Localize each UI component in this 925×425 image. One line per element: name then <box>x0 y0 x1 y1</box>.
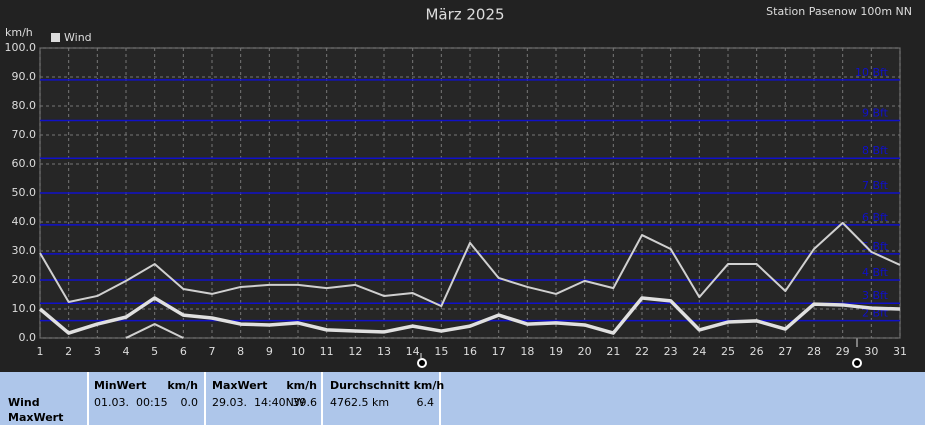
x-tick-label: 14 <box>406 345 420 358</box>
separator <box>439 372 441 425</box>
x-tick-label: 4 <box>123 345 130 358</box>
x-tick-label: 10 <box>291 345 305 358</box>
summary-panel: Wind MaxWert MinWert km/h 01.03. 00:15 0… <box>0 372 925 425</box>
x-tick-label: 11 <box>320 345 334 358</box>
legend-swatch <box>51 33 60 42</box>
y-tick-label: 20.0 <box>12 273 37 286</box>
x-tick-label: 23 <box>664 345 678 358</box>
chart: März 2025 Station Pasenow 100m NN km/h W… <box>5 5 912 368</box>
reference-label: 7 Bft <box>862 179 889 192</box>
x-tick-label: 9 <box>266 345 273 358</box>
series-line <box>38 296 901 335</box>
x-tick-label: 16 <box>463 345 477 358</box>
value: 6.4 <box>416 396 435 409</box>
distance: 4762.5 km <box>330 396 390 409</box>
unit: km/h <box>167 379 198 392</box>
header: Durchschnitt km/h <box>330 379 445 392</box>
x-tick-label: 13 <box>377 345 391 358</box>
y-tick-label: 50.0 <box>12 186 37 199</box>
y-tick-label: 80.0 <box>12 99 37 112</box>
x-tick-label: 17 <box>492 345 506 358</box>
reference-label: 9 Bft <box>862 107 889 120</box>
x-tick-label: 6 <box>180 345 187 358</box>
y-tick-label: 40.0 <box>12 215 37 228</box>
x-tick-label: 3 <box>94 345 101 358</box>
separator <box>321 372 323 425</box>
x-tick-label: 25 <box>721 345 735 358</box>
x-tick-label: 29 <box>836 345 850 358</box>
x-tick-label: 7 <box>209 345 216 358</box>
time: 29.03. 14:40NW <box>212 396 305 409</box>
subtitle: Station Pasenow 100m NN <box>766 5 912 18</box>
x-tick-label: 18 <box>520 345 534 358</box>
x-tick-label: 12 <box>348 345 362 358</box>
reference-label: 10 Bft <box>855 66 889 79</box>
x-tick-label: 5 <box>151 345 158 358</box>
x-tick-label: 27 <box>778 345 792 358</box>
separator <box>87 372 89 425</box>
reference-label: 3 Bft <box>862 289 889 302</box>
time: 01.03. 00:15 <box>94 396 168 409</box>
moon-icon <box>852 336 862 368</box>
x-tick-label: 31 <box>893 345 907 358</box>
header: MinWert <box>94 379 147 392</box>
y-tick-label: 70.0 <box>12 128 37 141</box>
x-tick-label: 24 <box>692 345 706 358</box>
value: 0.0 <box>180 396 199 409</box>
moon-icon <box>417 353 427 368</box>
reference-label: 8 Bft <box>862 144 889 157</box>
separator <box>204 372 206 425</box>
y-tick-label: 0.0 <box>19 331 37 344</box>
y-axis-label: km/h <box>5 26 33 39</box>
x-tick-label: 19 <box>549 345 563 358</box>
x-tick-label: 30 <box>864 345 878 358</box>
x-tick-label: 21 <box>606 345 620 358</box>
x-tick-label: 1 <box>37 345 44 358</box>
x-tick-label: 15 <box>434 345 448 358</box>
y-tick-label: 90.0 <box>12 70 37 83</box>
y-tick-label: 100.0 <box>5 41 37 54</box>
x-tick-label: 28 <box>807 345 821 358</box>
x-tick-label: 22 <box>635 345 649 358</box>
x-tick-label: 2 <box>65 345 72 358</box>
reference-label: 6 Bft <box>862 211 889 224</box>
series-line <box>125 323 184 339</box>
header: MaxWert <box>212 379 268 392</box>
chart-title: März 2025 <box>425 6 504 24</box>
legend-label: Wind <box>64 31 92 44</box>
row-label: Wind <box>8 396 40 409</box>
y-tick-label: 10.0 <box>12 302 37 315</box>
x-tick-label: 26 <box>750 345 764 358</box>
series-line <box>39 221 901 308</box>
y-tick-label: 30.0 <box>12 244 37 257</box>
unit: km/h <box>286 379 317 392</box>
x-tick-label: 8 <box>237 345 244 358</box>
y-tick-label: 60.0 <box>12 157 37 170</box>
value: 39.6 <box>292 396 318 409</box>
row-label: MaxWert <box>8 411 64 424</box>
x-tick-label: 20 <box>578 345 592 358</box>
reference-label: 4 Bft <box>862 266 889 279</box>
